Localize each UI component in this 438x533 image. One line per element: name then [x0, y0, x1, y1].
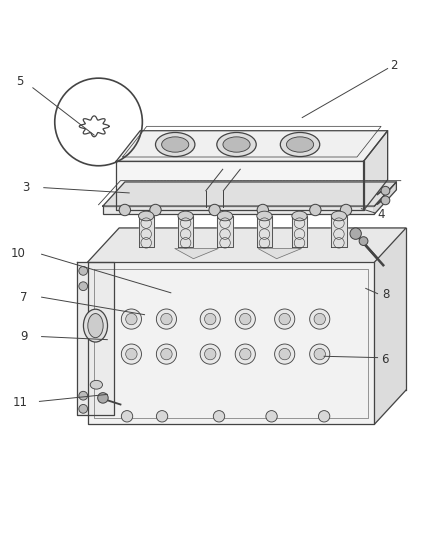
Polygon shape: [103, 182, 396, 206]
Circle shape: [209, 204, 220, 216]
Polygon shape: [374, 228, 406, 424]
Circle shape: [79, 405, 88, 413]
Circle shape: [161, 313, 172, 325]
Circle shape: [381, 187, 390, 195]
Circle shape: [156, 344, 177, 364]
Circle shape: [310, 309, 330, 329]
Circle shape: [359, 237, 368, 246]
Polygon shape: [331, 216, 346, 247]
Circle shape: [235, 344, 255, 364]
Ellipse shape: [83, 309, 107, 342]
Circle shape: [121, 309, 141, 329]
Text: 8: 8: [382, 288, 389, 302]
Polygon shape: [292, 216, 307, 247]
Text: 5: 5: [16, 75, 23, 88]
Polygon shape: [77, 262, 114, 415]
Circle shape: [200, 309, 220, 329]
Polygon shape: [258, 248, 302, 259]
Circle shape: [213, 410, 225, 422]
Circle shape: [200, 344, 220, 364]
Circle shape: [340, 204, 352, 216]
Circle shape: [310, 204, 321, 216]
Circle shape: [314, 349, 325, 360]
Polygon shape: [116, 131, 388, 161]
Circle shape: [121, 410, 133, 422]
Circle shape: [318, 410, 330, 422]
Polygon shape: [103, 206, 374, 214]
Circle shape: [266, 410, 277, 422]
Polygon shape: [257, 216, 272, 247]
Ellipse shape: [178, 211, 193, 221]
Polygon shape: [178, 216, 193, 247]
Text: 4: 4: [377, 208, 385, 221]
Polygon shape: [88, 262, 374, 424]
Ellipse shape: [331, 211, 346, 221]
Circle shape: [119, 204, 131, 216]
Ellipse shape: [138, 211, 154, 221]
Circle shape: [235, 309, 255, 329]
Circle shape: [126, 313, 137, 325]
Polygon shape: [88, 228, 406, 262]
Circle shape: [275, 344, 295, 364]
Circle shape: [156, 309, 177, 329]
Circle shape: [257, 204, 268, 216]
Text: 2: 2: [390, 59, 398, 71]
Polygon shape: [217, 216, 233, 247]
Circle shape: [205, 349, 216, 360]
Ellipse shape: [88, 313, 103, 338]
Circle shape: [98, 393, 108, 403]
Ellipse shape: [90, 381, 102, 389]
Circle shape: [150, 204, 161, 216]
Circle shape: [350, 228, 361, 239]
Text: 11: 11: [12, 396, 27, 409]
Ellipse shape: [217, 133, 256, 157]
Circle shape: [79, 391, 88, 400]
Circle shape: [275, 309, 295, 329]
Circle shape: [314, 313, 325, 325]
Ellipse shape: [286, 137, 314, 152]
Circle shape: [205, 313, 216, 325]
Circle shape: [240, 313, 251, 325]
Polygon shape: [116, 161, 364, 211]
Ellipse shape: [155, 133, 195, 157]
Circle shape: [79, 282, 88, 290]
Circle shape: [279, 313, 290, 325]
Circle shape: [240, 349, 251, 360]
Text: 3: 3: [23, 181, 30, 194]
Text: 6: 6: [381, 353, 389, 366]
Circle shape: [381, 196, 390, 205]
Ellipse shape: [280, 133, 320, 157]
Text: 7: 7: [20, 290, 28, 304]
Circle shape: [161, 349, 172, 360]
Text: 9: 9: [20, 330, 28, 343]
Circle shape: [121, 344, 141, 364]
Text: 10: 10: [11, 247, 26, 260]
Polygon shape: [138, 216, 154, 247]
Circle shape: [126, 349, 137, 360]
Circle shape: [156, 410, 168, 422]
Circle shape: [79, 266, 88, 275]
Ellipse shape: [223, 137, 250, 152]
Ellipse shape: [217, 211, 233, 221]
Circle shape: [310, 344, 330, 364]
Polygon shape: [364, 131, 388, 211]
Ellipse shape: [162, 137, 189, 152]
Polygon shape: [374, 182, 396, 214]
Circle shape: [279, 349, 290, 360]
Ellipse shape: [292, 211, 307, 221]
Polygon shape: [175, 248, 219, 259]
Ellipse shape: [257, 211, 272, 221]
